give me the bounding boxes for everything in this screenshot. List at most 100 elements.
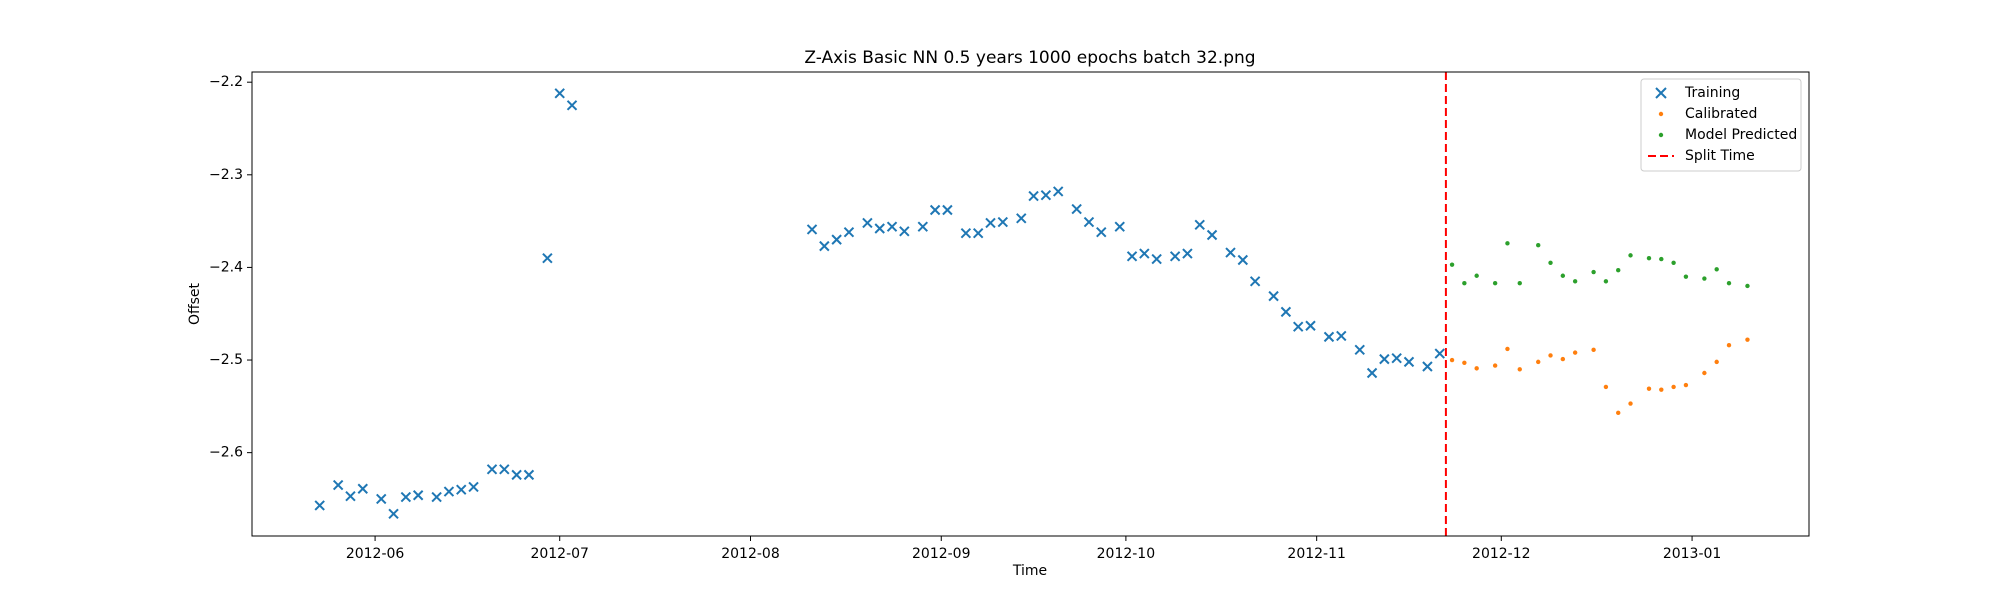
point (1040, 189, 1052, 201)
point (1323, 331, 1335, 343)
point (831, 234, 842, 245)
point (1280, 306, 1292, 318)
y-tick-label: −2.5 (209, 352, 243, 368)
point (1560, 273, 1566, 278)
point (1726, 343, 1732, 348)
point (554, 88, 565, 99)
point (1646, 255, 1652, 261)
x-tick-label: 2012-09 (912, 546, 971, 562)
point (1474, 273, 1479, 278)
point (917, 221, 929, 232)
point (345, 490, 356, 502)
point (1206, 229, 1218, 241)
point (486, 464, 498, 475)
axes-frame (251, 71, 1810, 537)
point (1293, 321, 1304, 332)
point (862, 217, 873, 229)
point (443, 486, 455, 497)
legend-label: Split Time (1685, 148, 1755, 164)
point (886, 221, 898, 232)
point (972, 227, 984, 239)
point (1114, 221, 1125, 232)
point (806, 224, 818, 235)
x-tick-label: 2012-11 (1287, 546, 1346, 562)
point (1492, 280, 1498, 286)
point (431, 491, 442, 503)
point (1422, 361, 1433, 372)
point (1517, 367, 1522, 372)
point (1237, 254, 1249, 266)
y-tick-label: −2.4 (209, 259, 243, 275)
point (985, 217, 996, 229)
point (874, 223, 885, 234)
point (1671, 384, 1676, 390)
point (1366, 367, 1378, 379)
x-tick-label: 2012-12 (1472, 546, 1531, 562)
x-tick-label: 2012-10 (1097, 546, 1156, 562)
point (1434, 348, 1445, 359)
point (1449, 357, 1455, 363)
legend-swatch (1658, 111, 1664, 117)
point (843, 227, 855, 238)
y-tick-label: −2.3 (209, 167, 243, 183)
point (1745, 337, 1750, 342)
point (1182, 248, 1193, 259)
point (1683, 274, 1689, 279)
point (1379, 353, 1390, 365)
point (819, 240, 830, 252)
point (400, 491, 412, 503)
point (1474, 366, 1479, 371)
point (929, 204, 941, 216)
y-axis-label: Offset (187, 282, 203, 325)
point (1726, 280, 1732, 286)
point (1646, 386, 1652, 391)
point (997, 216, 1009, 228)
point (899, 226, 910, 237)
point (1536, 359, 1541, 365)
point (1603, 279, 1609, 284)
point (1354, 344, 1365, 356)
point (523, 469, 535, 481)
point (1268, 290, 1279, 302)
point (456, 484, 467, 495)
x-tick-label: 2012-07 (530, 546, 589, 562)
point (1462, 280, 1467, 286)
point (1714, 267, 1719, 272)
point (1628, 401, 1633, 406)
point (1169, 251, 1181, 262)
point (1671, 260, 1676, 265)
point (388, 508, 399, 519)
chart-title: Z-Axis Basic NN 0.5 years 1000 epochs ba… (804, 48, 1255, 68)
point (1096, 227, 1107, 238)
point (1492, 363, 1498, 368)
point (1194, 219, 1205, 231)
point (1391, 352, 1402, 364)
y-tick-label: −2.6 (209, 445, 243, 461)
point (1572, 279, 1578, 284)
point (1505, 346, 1510, 352)
legend-label: Model Predicted (1685, 127, 1797, 143)
point (1517, 280, 1522, 286)
point (412, 490, 424, 501)
point (1591, 269, 1596, 275)
x-tick-label: 2013-01 (1663, 546, 1722, 562)
point (542, 252, 553, 264)
point (1336, 330, 1347, 342)
point (960, 227, 972, 239)
point (1462, 360, 1467, 366)
legend-label: Training (1684, 85, 1740, 101)
point (1591, 347, 1596, 353)
legend-label: Calibrated (1685, 106, 1757, 122)
legend: Training Calibrated Model Predicted Split T… (1640, 78, 1802, 172)
point (1572, 350, 1578, 355)
point (1603, 384, 1609, 390)
point (1126, 251, 1138, 262)
y-tick-label: −2.2 (209, 74, 243, 90)
point (1449, 262, 1455, 267)
point (1505, 241, 1510, 246)
point (499, 464, 510, 475)
point (1305, 320, 1316, 331)
point (1702, 370, 1707, 376)
point (468, 481, 479, 493)
